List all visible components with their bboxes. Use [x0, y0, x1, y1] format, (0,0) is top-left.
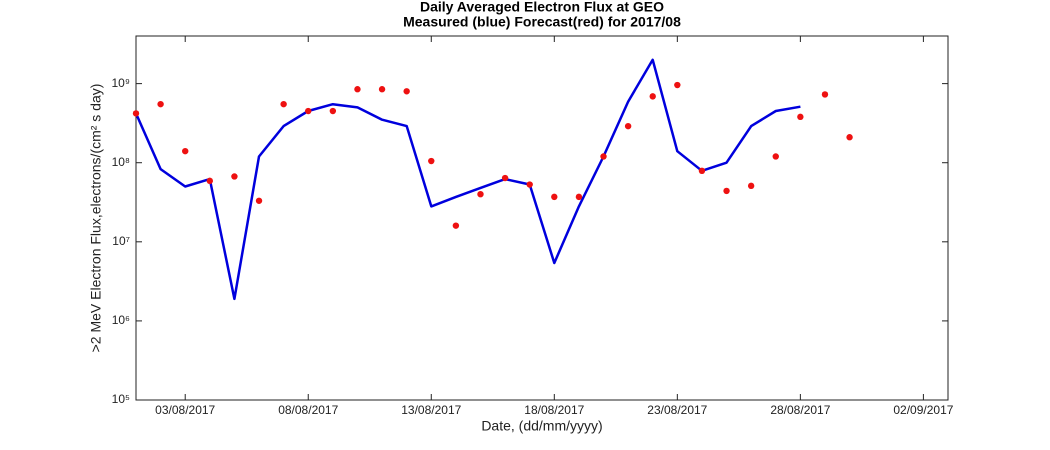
forecast-point — [305, 107, 312, 115]
forecast-point — [723, 187, 730, 195]
forecast-point — [674, 81, 681, 89]
forecast-point — [182, 147, 189, 155]
y-tick-label: 10⁸ — [112, 155, 130, 169]
forecast-point — [649, 93, 656, 100]
y-tick-label: 10⁵ — [112, 392, 130, 406]
forecast-point — [132, 110, 140, 117]
x-tick-label: 13/08/2017 — [401, 403, 461, 417]
y-tick-label: 10⁷ — [112, 234, 130, 248]
forecast-point — [477, 190, 484, 198]
forecast-point — [157, 100, 164, 108]
forecast-point — [846, 134, 853, 141]
forecast-point — [280, 100, 287, 108]
y-axis-label: >2 MeV Electron Flux,electrons/(cm² s da… — [88, 84, 104, 353]
forecast-point — [501, 174, 509, 182]
x-axis-label: Date, (dd/mm/yyyy) — [481, 418, 602, 434]
forecast-point — [452, 222, 460, 229]
chart-title: Daily Averaged Electron Flux at GEO — [420, 0, 664, 15]
forecast-point — [206, 177, 214, 185]
forecast-point — [403, 88, 410, 95]
forecast-point — [624, 122, 632, 130]
forecast-point — [772, 153, 779, 160]
forecast-point — [698, 167, 706, 175]
plot-frame — [135, 35, 949, 401]
forecast-point — [797, 113, 804, 121]
x-tick-label: 28/08/2017 — [770, 403, 830, 417]
y-tick-label: 10⁶ — [112, 313, 130, 327]
forecast-point — [600, 153, 607, 160]
forecast-point — [747, 182, 755, 190]
forecast-point — [821, 91, 829, 98]
x-tick-label: 03/08/2017 — [155, 403, 215, 417]
forecast-point — [231, 173, 238, 180]
forecast-point — [551, 193, 558, 201]
forecast-point — [378, 86, 386, 93]
forecast-point — [526, 181, 533, 188]
x-tick-label: 02/09/2017 — [893, 403, 953, 417]
forecast-point — [255, 197, 263, 204]
x-tick-label: 18/08/2017 — [524, 403, 584, 417]
forecast-point — [329, 107, 337, 115]
x-tick-label: 08/08/2017 — [278, 403, 338, 417]
y-tick-label: 10⁹ — [112, 76, 131, 90]
forecast-point — [575, 193, 583, 201]
measured-line — [134, 58, 801, 301]
forecast-point — [354, 86, 361, 93]
forecast-point — [428, 157, 435, 165]
chart-subtitle: Measured (blue) Forecast(red) for 2017/0… — [403, 14, 681, 30]
x-tick-label: 23/08/2017 — [647, 403, 707, 417]
